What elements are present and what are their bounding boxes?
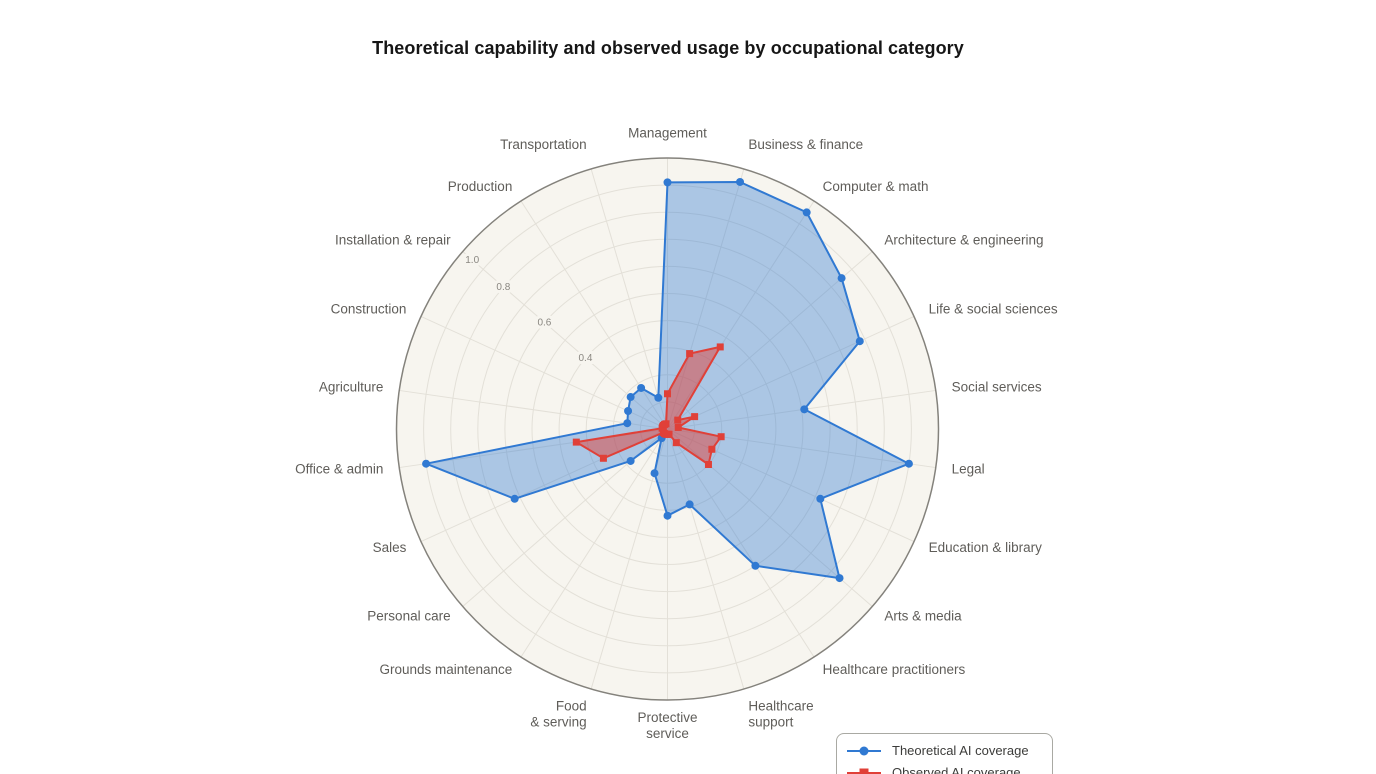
category-label: Production <box>448 179 513 194</box>
data-point-marker <box>686 350 694 358</box>
category-label: Installation & repair <box>335 233 451 248</box>
data-point-marker <box>802 208 811 217</box>
data-point-marker <box>751 561 760 570</box>
category-label: Agriculture <box>319 380 384 395</box>
radial-tick-labels: 0.4 0.6 0.8 1.0 <box>462 252 596 367</box>
data-point-marker <box>904 459 913 468</box>
legend-item-theoretical: Theoretical AI coverage <box>845 741 1042 760</box>
data-point-marker <box>685 500 694 509</box>
data-point-marker <box>716 343 724 351</box>
data-point-marker <box>704 460 712 468</box>
category-label: Construction <box>331 301 407 316</box>
legend-label-observed: Observed AI coverage <box>892 765 1021 774</box>
data-point-marker <box>816 494 825 503</box>
data-point-marker <box>626 456 635 465</box>
data-point-marker <box>855 337 864 346</box>
category-label: Arts & media <box>884 609 962 624</box>
legend-item-observed: Observed AI coverage <box>845 763 1042 774</box>
category-label: Business & finance <box>748 137 863 152</box>
radial-tick-label: 0.4 <box>578 353 592 364</box>
category-label: Computer & math <box>823 179 929 194</box>
data-point-marker <box>650 469 659 478</box>
data-point-marker <box>736 177 745 186</box>
data-point-marker <box>624 406 633 415</box>
category-label: Social services <box>952 380 1042 395</box>
category-label: Management <box>628 126 707 141</box>
data-point-marker <box>662 420 670 428</box>
data-point-marker <box>837 274 846 283</box>
data-point-marker <box>510 494 519 503</box>
data-point-marker <box>654 393 663 402</box>
legend-marker-line-square-icon <box>847 768 881 774</box>
radial-tick-label: 1.0 <box>465 255 479 266</box>
chart-title: Theoretical capability and observed usag… <box>372 38 964 58</box>
outer-ring <box>395 157 940 701</box>
data-point-marker <box>708 445 716 453</box>
category-label: Legal <box>952 461 985 476</box>
data-point-marker <box>800 405 809 414</box>
data-point-marker <box>664 390 671 398</box>
data-point-marker <box>674 416 682 424</box>
data-point-marker <box>663 178 672 187</box>
series-theoretical <box>422 177 913 583</box>
data-point-marker <box>599 454 607 462</box>
data-point-marker <box>663 511 672 520</box>
data-point-marker <box>674 423 682 431</box>
radial-tick-label: 0.6 <box>537 317 551 328</box>
category-label: Sales <box>373 540 407 555</box>
data-point-marker <box>835 574 844 583</box>
radial-tick-label: 0.8 <box>496 282 510 293</box>
category-label: Education & library <box>929 540 1043 555</box>
data-point-marker <box>626 393 635 402</box>
category-labels: Management Business & finance Computer & m… <box>295 126 1058 741</box>
category-label: Personal care <box>367 609 450 624</box>
data-point-marker <box>422 459 431 468</box>
legend: Theoretical AI coverage Observed AI cove… <box>836 733 1053 774</box>
data-point-marker <box>623 419 632 428</box>
data-point-marker <box>691 413 699 421</box>
category-label: Grounds maintenance <box>379 662 512 677</box>
category-label: Healthcare support <box>748 698 813 729</box>
category-label: Protective service <box>637 710 697 741</box>
series-observed <box>572 343 725 468</box>
data-point-marker <box>717 433 725 441</box>
data-point-marker <box>659 429 667 437</box>
category-label: Architecture & engineering <box>884 233 1043 248</box>
category-label: Life & social sciences <box>929 301 1058 316</box>
data-point-marker <box>572 438 580 446</box>
category-label: Food & serving <box>530 698 586 729</box>
legend-marker-line-circle-icon <box>847 746 881 755</box>
data-point-marker <box>672 439 680 447</box>
category-label: Healthcare practitioners <box>823 662 966 677</box>
category-label: Transportation <box>500 137 587 152</box>
category-label: Office & admin <box>295 461 383 476</box>
legend-label-theoretical: Theoretical AI coverage <box>892 743 1029 758</box>
data-point-marker <box>637 383 646 392</box>
